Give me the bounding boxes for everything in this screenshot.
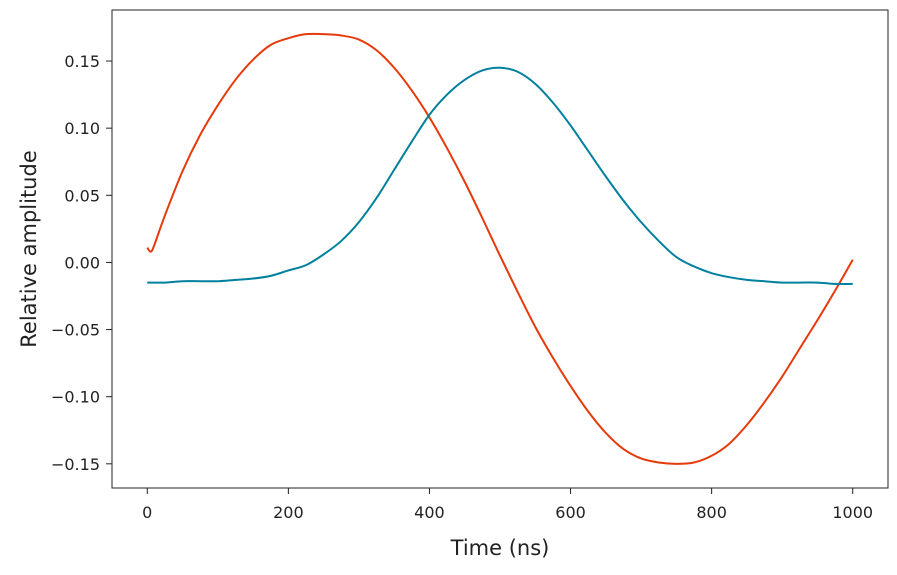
series-line-1	[146, 32, 854, 465]
y-tick-label: −0.05	[51, 321, 100, 340]
x-tick-label: 600	[555, 503, 586, 522]
x-tick-label: 400	[414, 503, 445, 522]
y-tick-label: 0.10	[64, 119, 100, 138]
y-axis: 0.15 0.10 0.05 0.00 −0.05 −0.10 −0.15	[51, 52, 112, 474]
x-tick-label: 800	[696, 503, 727, 522]
y-tick-label: 0.15	[64, 52, 100, 71]
series-line-2	[147, 66, 853, 286]
x-tick-label: 200	[273, 503, 304, 522]
y-tick-label: 0.05	[64, 186, 100, 205]
x-axis-title: Time (ns)	[450, 536, 550, 560]
x-axis: 0 200 400 600 800 1000	[142, 488, 873, 522]
series-layer	[146, 32, 854, 465]
y-axis-title: Relative amplitude	[17, 150, 41, 347]
x-tick-label: 1000	[832, 503, 873, 522]
y-tick-label: −0.15	[51, 455, 100, 474]
y-tick-label: −0.10	[51, 388, 100, 407]
x-tick-label: 0	[142, 503, 152, 522]
y-tick-label: 0.00	[64, 253, 100, 272]
plot-frame	[111, 9, 889, 489]
